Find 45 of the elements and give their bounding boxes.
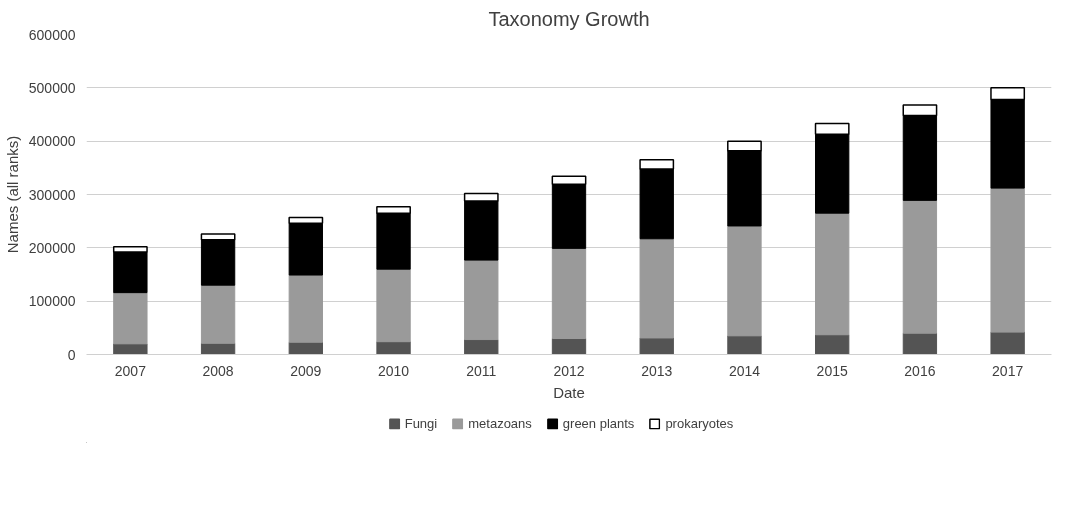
legend-label: Fungi xyxy=(404,415,438,431)
bar xyxy=(288,274,323,343)
bar xyxy=(376,268,411,343)
bar xyxy=(990,187,1025,333)
bar xyxy=(200,284,236,344)
y-tick-label: 200000 xyxy=(28,239,76,256)
bar xyxy=(113,343,148,355)
y-tick-label: 500000 xyxy=(28,79,76,96)
bar xyxy=(113,292,148,345)
x-tick-label: 2009 xyxy=(290,362,322,379)
bar xyxy=(727,225,762,337)
y-tick-label: 600000 xyxy=(28,26,76,43)
bar xyxy=(464,339,499,355)
x-tick-label: 2011 xyxy=(466,362,497,379)
x-tick-label: 2015 xyxy=(816,362,848,379)
bar xyxy=(902,199,938,334)
y-axis-title: Names (all ranks) xyxy=(3,135,21,254)
x-tick-label: 2017 xyxy=(992,362,1024,379)
bar xyxy=(464,259,499,341)
x-tick-label: 2008 xyxy=(202,362,234,379)
x-tick-label: 2007 xyxy=(114,362,147,379)
x-axis-title: Date xyxy=(553,383,585,401)
chart-title: Taxonomy Growth xyxy=(488,7,650,30)
x-tick-label: 2016 xyxy=(904,362,936,379)
bar xyxy=(639,337,674,355)
y-tick-label: 0 xyxy=(67,346,76,363)
legend-label: prokaryotes xyxy=(665,415,734,431)
legend-label: metazoans xyxy=(468,415,532,431)
bar xyxy=(551,338,587,355)
y-tick-label: 100000 xyxy=(28,293,76,310)
x-tick-label: 2013 xyxy=(641,362,673,379)
y-tick-label: 300000 xyxy=(28,186,76,203)
bar xyxy=(639,238,674,339)
x-tick-label: 2010 xyxy=(377,362,410,379)
x-tick-label: 2012 xyxy=(553,362,585,379)
bar xyxy=(902,332,938,355)
y-tick-label: 400000 xyxy=(28,133,76,150)
x-tick-label: 2014 xyxy=(728,362,761,379)
bar xyxy=(815,212,850,336)
bar xyxy=(551,247,587,339)
bar xyxy=(727,335,762,355)
legend-label: green plants xyxy=(562,415,635,431)
bar xyxy=(990,331,1025,355)
bar xyxy=(376,341,411,355)
bar xyxy=(815,334,850,355)
